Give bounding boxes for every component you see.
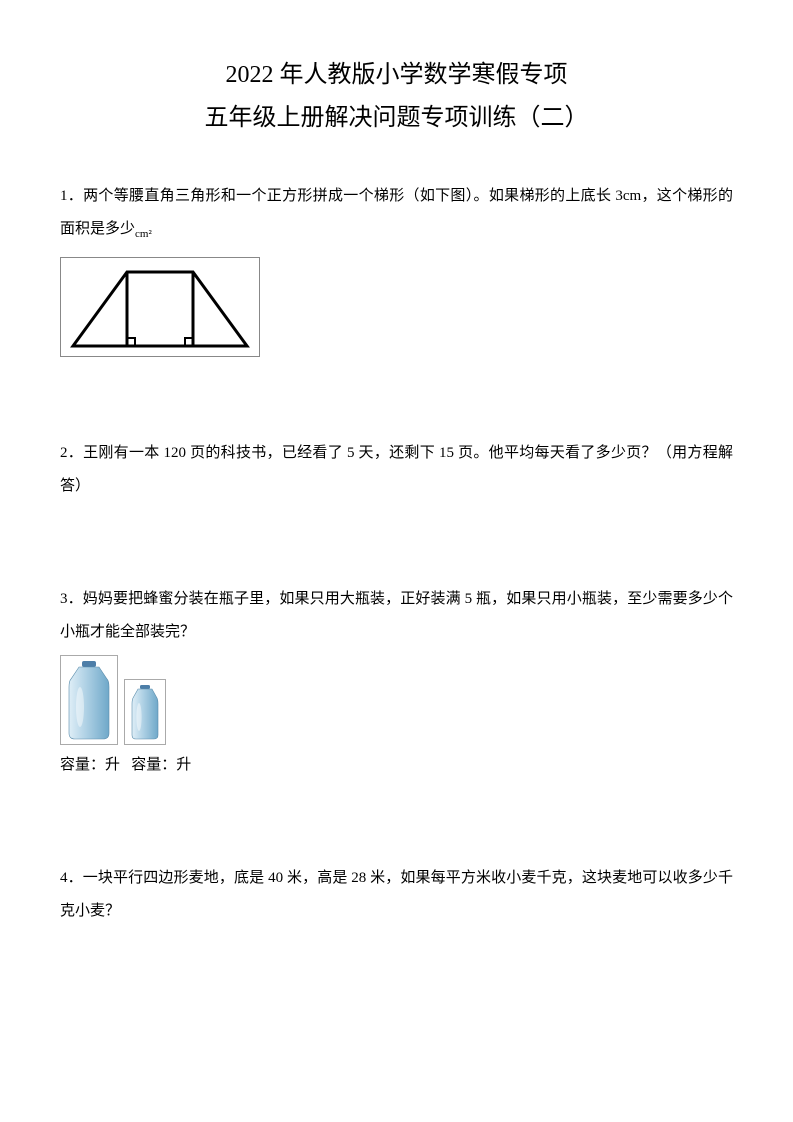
capacity-small-label: 容量：升 — [131, 757, 191, 773]
capacity-large-label: 容量：升 — [60, 757, 120, 773]
question-1-text: 1．两个等腰直角三角形和一个正方形拼成一个梯形（如下图）。如果梯形的上底长 3c… — [60, 180, 733, 246]
question-1-unit: cm² — [135, 228, 152, 240]
small-bottle-box — [124, 679, 166, 745]
question-2: 2．王刚有一本 120 页的科技书，已经看了 5 天，还剩下 15 页。他平均每… — [60, 437, 733, 503]
trapezoid-figure — [60, 257, 260, 357]
title-line-2: 五年级上册解决问题专项训练（二） — [60, 97, 733, 140]
question-4-text: 4．一块平行四边形麦地，底是 40 米，高是 28 米，如果每平方米收小麦千克，… — [60, 862, 733, 928]
capacity-labels: 容量：升 容量：升 — [60, 749, 733, 782]
title-line-1: 2022 年人教版小学数学寒假专项 — [60, 54, 733, 97]
question-1: 1．两个等腰直角三角形和一个正方形拼成一个梯形（如下图）。如果梯形的上底长 3c… — [60, 180, 733, 356]
large-bottle-box — [60, 655, 118, 745]
large-bottle-icon — [65, 661, 113, 741]
question-3-text: 3．妈妈要把蜂蜜分装在瓶子里，如果只用大瓶装，正好装满 5 瓶，如果只用小瓶装，… — [60, 583, 733, 649]
question-2-text: 2．王刚有一本 120 页的科技书，已经看了 5 天，还剩下 15 页。他平均每… — [60, 437, 733, 503]
question-4: 4．一块平行四边形麦地，底是 40 米，高是 28 米，如果每平方米收小麦千克，… — [60, 862, 733, 928]
document-title: 2022 年人教版小学数学寒假专项 五年级上册解决问题专项训练（二） — [60, 54, 733, 140]
question-1-body: 1．两个等腰直角三角形和一个正方形拼成一个梯形（如下图）。如果梯形的上底长 3c… — [60, 188, 733, 237]
small-bottle-icon — [129, 685, 161, 741]
question-3: 3．妈妈要把蜂蜜分装在瓶子里，如果只用大瓶装，正好装满 5 瓶，如果只用小瓶装，… — [60, 583, 733, 782]
bottles-row — [60, 655, 733, 745]
trapezoid-svg — [65, 264, 255, 352]
